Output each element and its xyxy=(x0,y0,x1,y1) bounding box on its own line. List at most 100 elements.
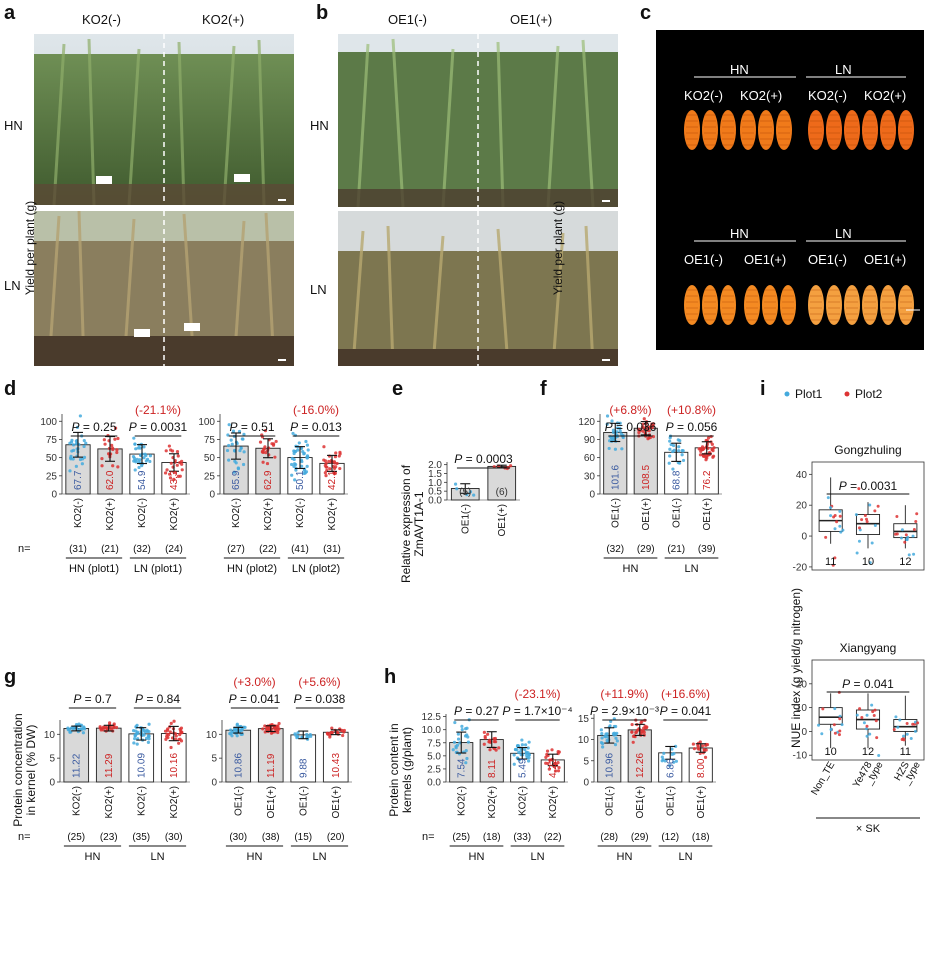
data-point-d-0 xyxy=(144,459,148,463)
data-point-g-1 xyxy=(338,727,342,731)
data-point-d-0 xyxy=(170,449,175,453)
y-tick-label-e-0: 2.0 xyxy=(428,460,442,471)
group-label-g-0-1: LN xyxy=(150,851,164,863)
n-label-g-0-1: (23) xyxy=(100,832,118,843)
p-value-h-0-0: P = 0.27 xyxy=(454,704,499,718)
data-point-f-0 xyxy=(637,430,641,435)
data-point-d-0 xyxy=(168,472,172,476)
data-point-d-1 xyxy=(338,452,342,456)
data-point-h-0 xyxy=(482,730,486,734)
y-tick-label-g-0: 5 xyxy=(49,754,55,765)
data-point-f-0 xyxy=(681,449,685,453)
data-point-g-1 xyxy=(342,730,346,734)
data-point-g-0 xyxy=(147,735,151,739)
data-point-g-1 xyxy=(294,733,298,737)
count-label-i-1-1: 12 xyxy=(862,746,874,758)
data-point-f-0 xyxy=(708,451,712,455)
data-point-f-0 xyxy=(705,456,709,460)
data-point-d-0 xyxy=(138,446,142,450)
n-prefix-g: n= xyxy=(18,831,31,843)
data-point-g-0 xyxy=(78,727,82,732)
x-tick-label-h-1-2: OE1(-) xyxy=(665,786,676,816)
data-point-h-1 xyxy=(702,748,706,752)
data-point-g-1 xyxy=(305,736,309,740)
data-point-h-0 xyxy=(494,748,498,752)
data-point-f-0 xyxy=(621,433,625,438)
data-point-h-1 xyxy=(663,759,667,763)
data-point-g-1 xyxy=(305,732,309,737)
data-point-d-1 xyxy=(261,450,265,454)
data-point-h-1 xyxy=(600,736,604,740)
data-point-i-0 xyxy=(899,536,903,540)
data-point-i-0 xyxy=(860,518,864,522)
data-point-g-0 xyxy=(134,729,138,733)
data-point-d-0 xyxy=(77,443,81,447)
data-point-d-1 xyxy=(323,471,327,475)
data-point-f-0 xyxy=(705,445,709,450)
y-tick-label-d-1: 75 xyxy=(204,435,216,446)
x-tick-label-f-0-0: OE1(-) xyxy=(610,498,621,528)
data-point-h-0 xyxy=(456,732,460,736)
data-point-f-0 xyxy=(608,435,612,439)
group-label-d-0-1: LN (plot1) xyxy=(134,563,182,575)
y-tick-label-f-0: 90 xyxy=(584,435,596,446)
y-tick-label-i-0: 40 xyxy=(796,470,808,481)
data-point-d-1 xyxy=(235,441,239,446)
data-point-f-0 xyxy=(668,447,672,451)
bar-value-label-g-1-1: 11.19 xyxy=(266,753,277,778)
y-tick-label-d-0: 25 xyxy=(46,471,58,482)
data-point-d-0 xyxy=(74,464,78,468)
data-point-h-0 xyxy=(519,746,523,750)
data-point-g-0 xyxy=(74,726,78,730)
x-tick-label-d-0-3: KO2(+) xyxy=(169,498,180,531)
box-i-0-0 xyxy=(818,509,843,532)
y-axis-label: in kernel (% DW) xyxy=(24,725,38,816)
panel-letter-h: h xyxy=(384,666,397,688)
data-point-h-0 xyxy=(492,740,497,744)
y-tick-label-g-1: 5 xyxy=(211,754,217,765)
data-point-d-0 xyxy=(74,439,78,443)
y-tick-label-f-0: 60 xyxy=(584,453,596,464)
data-point-h-0 xyxy=(460,724,464,728)
group-label-h-0-0: HN xyxy=(469,851,485,863)
data-point-h-0 xyxy=(546,761,550,766)
x-tick-label-h-0-2: KO2(-) xyxy=(517,786,528,816)
data-point-h-0 xyxy=(525,756,529,760)
data-point-g-0 xyxy=(76,730,80,734)
data-point-h-1 xyxy=(660,755,664,759)
data-point-f-0 xyxy=(615,434,619,439)
data-point-g-1 xyxy=(328,733,332,737)
data-point-d-0 xyxy=(74,442,79,446)
data-point-f-0 xyxy=(697,447,701,451)
data-point-d-1 xyxy=(302,452,306,456)
data-point-h-0 xyxy=(513,747,518,752)
data-point-d-0 xyxy=(100,464,104,468)
data-point-h-1 xyxy=(608,724,612,728)
data-point-i-0 xyxy=(906,535,910,539)
data-point-g-0 xyxy=(79,727,83,731)
data-point-g-0 xyxy=(147,729,151,734)
n-label-d-0-1: (21) xyxy=(101,544,119,555)
data-point-d-0 xyxy=(139,442,144,446)
y-tick-label-i-0: 0 xyxy=(801,532,807,543)
data-point-h-0 xyxy=(488,740,492,744)
data-point-d-1 xyxy=(262,447,266,451)
n-label-d-0-3: (24) xyxy=(165,544,183,555)
data-point-i-1 xyxy=(872,714,876,718)
data-point-d-1 xyxy=(290,462,294,467)
percent-change-g-1-0: (+3.0%) xyxy=(233,675,275,689)
count-label-i-0-2: 12 xyxy=(899,556,911,568)
bar-n-label-e-0-1: (6) xyxy=(496,487,508,498)
data-point-d-0 xyxy=(171,465,175,469)
n-label-h-1-1: (29) xyxy=(631,832,649,843)
data-point-h-0 xyxy=(545,749,550,753)
data-point-d-0 xyxy=(167,444,171,448)
data-point-d-0 xyxy=(69,454,73,458)
data-point-d-1 xyxy=(302,451,306,456)
data-point-h-1 xyxy=(635,722,639,727)
data-point-d-0 xyxy=(106,452,111,456)
data-point-g-0 xyxy=(146,740,151,744)
data-point-f-0 xyxy=(712,446,716,450)
x-tick-label-d-0-2: KO2(-) xyxy=(137,498,148,528)
data-point-i-1 xyxy=(862,721,866,725)
